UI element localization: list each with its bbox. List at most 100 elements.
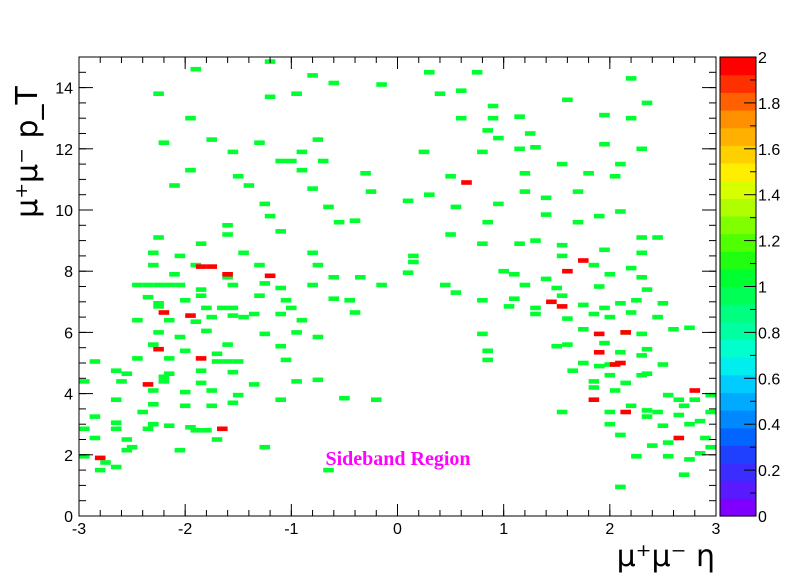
colorbar-segment (720, 198, 756, 217)
heatmap-cell (482, 357, 493, 363)
heatmap-cell-high (593, 350, 605, 355)
heatmap-cell-high (556, 304, 568, 309)
heatmap-cell (625, 403, 637, 409)
y-tick-label: 4 (64, 387, 73, 404)
heatmap-cell (455, 115, 467, 121)
heatmap-cell (657, 301, 669, 306)
heatmap-cell (259, 281, 271, 286)
heatmap-cell (238, 250, 249, 256)
heatmap-cell (408, 253, 419, 259)
heatmap-cell (684, 325, 695, 331)
heatmap-cell (174, 282, 186, 288)
heatmap-cell (355, 275, 366, 280)
heatmap-cell (556, 409, 568, 415)
heatmap-cell-high (195, 356, 207, 361)
colorbar-segment (720, 127, 756, 146)
heatmap-cell (609, 388, 621, 393)
heatmap-cell (323, 467, 334, 473)
heatmap-cell (148, 388, 159, 393)
heatmap-cell (179, 298, 191, 303)
heatmap-cell (689, 397, 701, 402)
heatmap-cell-high (588, 397, 600, 402)
heatmap-cell (673, 412, 685, 418)
colorbar-segment (720, 480, 756, 499)
heatmap-cell (641, 100, 653, 106)
heatmap-cell (514, 146, 525, 152)
heatmap-cell (636, 353, 647, 358)
heatmap-cell (477, 298, 488, 303)
heatmap-cell-high (206, 264, 217, 269)
heatmap-cell (254, 293, 265, 298)
x-tick-label: -2 (178, 521, 192, 538)
heatmap-cell (333, 219, 345, 225)
heatmap-cell (694, 451, 706, 456)
heatmap-cell (201, 305, 212, 311)
heatmap-cell (126, 444, 138, 450)
heatmap-cell (174, 447, 186, 453)
heatmap-cell (163, 356, 175, 361)
y-tick-label: 2 (64, 448, 73, 465)
heatmap-cell (110, 368, 122, 373)
heatmap-cell (588, 379, 600, 384)
heatmap-cell (163, 317, 175, 323)
heatmap-cell (349, 218, 361, 223)
heatmap-cell (625, 265, 637, 271)
heatmap-cell (625, 115, 637, 121)
heatmap-cell (227, 313, 239, 318)
heatmap-cell (201, 328, 212, 334)
color-scale-bar: 0 0.2 0.4 0.6 0.8 1 1.2 1.4 1.6 1.8 2 (719, 50, 780, 526)
heatmap-cell (217, 305, 228, 311)
heatmap-cell (620, 380, 631, 386)
heatmap-cell (588, 385, 600, 390)
heatmap-cell-high (593, 331, 605, 337)
heatmap-cell (148, 262, 159, 268)
heatmap-cell (89, 414, 101, 419)
heatmap-cell (179, 348, 191, 354)
heatmap-cell-high (264, 273, 276, 279)
heatmap-cell (349, 310, 361, 315)
heatmap-cell (291, 379, 302, 384)
heatmap-cell (174, 253, 186, 259)
heatmap-cell (190, 319, 202, 324)
heatmap-cell (307, 250, 318, 256)
heatmap-cell (615, 484, 626, 490)
heatmap-cell (360, 171, 371, 176)
heatmap-cell (455, 88, 467, 93)
heatmap-cell-high (689, 388, 701, 393)
heatmap-cell (148, 402, 159, 407)
colorbar-segment (720, 427, 756, 446)
x-tick-label: -3 (72, 521, 86, 538)
heatmap-cell (493, 201, 504, 207)
heatmap-cell (206, 403, 217, 409)
heatmap-cell (280, 298, 292, 303)
heatmap-cell (100, 460, 111, 465)
x-axis-title: μ⁺μ⁻ η (617, 539, 715, 574)
heatmap-cell (593, 284, 605, 289)
heatmap-cell (593, 213, 605, 219)
heatmap-cell (599, 141, 610, 147)
heatmap-cell (604, 272, 616, 277)
heatmap-cell-high (153, 346, 164, 352)
heatmap-cell (588, 262, 600, 268)
heatmap-cell (79, 379, 90, 384)
heatmap-cell (312, 262, 324, 268)
colorbar-segment (720, 180, 756, 199)
heatmap-cell (615, 209, 626, 214)
heatmap-cell (482, 128, 493, 133)
heatmap-cell (578, 327, 589, 332)
heatmap-cell (482, 219, 493, 225)
colorbar-tick-label: 1 (758, 280, 767, 297)
heatmap-cell (636, 331, 647, 337)
colorbar-segment (720, 321, 756, 341)
colorbar-segment (720, 74, 756, 93)
heatmap-cell (609, 174, 621, 179)
heatmap-cell (296, 167, 308, 173)
heatmap-cell (275, 158, 286, 164)
y-tick-label: 8 (64, 264, 73, 281)
heatmap-cell (211, 437, 223, 442)
heatmap-cell (211, 359, 223, 364)
heatmap-cell (153, 330, 164, 335)
heatmap-cell (163, 282, 175, 288)
heatmap-cell (153, 304, 164, 309)
heatmap-cell (503, 304, 515, 309)
